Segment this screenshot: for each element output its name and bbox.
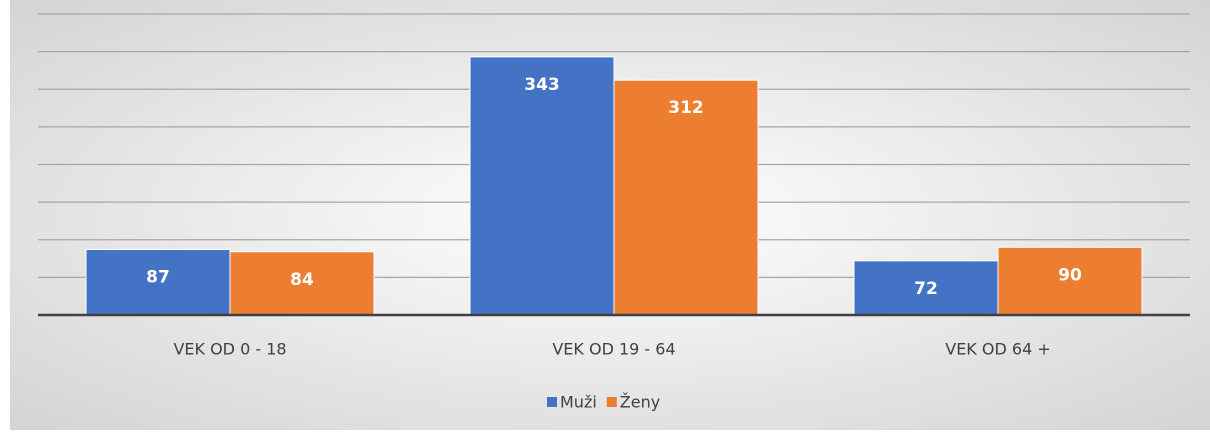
data-label: 343 (524, 75, 560, 95)
data-label: 72 (914, 279, 938, 299)
data-label: 84 (290, 270, 314, 290)
bar (853, 260, 999, 316)
legend-label: Ženy (620, 393, 660, 412)
bar (229, 251, 375, 316)
x-tick-label: VEK OD 0 - 18 (173, 340, 286, 359)
legend-swatch (547, 397, 557, 407)
data-label: 312 (668, 98, 704, 118)
x-tick-label: VEK OD 19 - 64 (552, 340, 675, 359)
bar (613, 79, 759, 316)
legend-swatch (606, 397, 617, 407)
legend-label: Muži (560, 393, 597, 412)
x-tick-label: VEK OD 64 + (945, 340, 1050, 359)
data-label: 90 (1058, 265, 1082, 285)
data-label: 87 (146, 268, 170, 288)
bar (85, 249, 231, 316)
bar (469, 56, 615, 316)
